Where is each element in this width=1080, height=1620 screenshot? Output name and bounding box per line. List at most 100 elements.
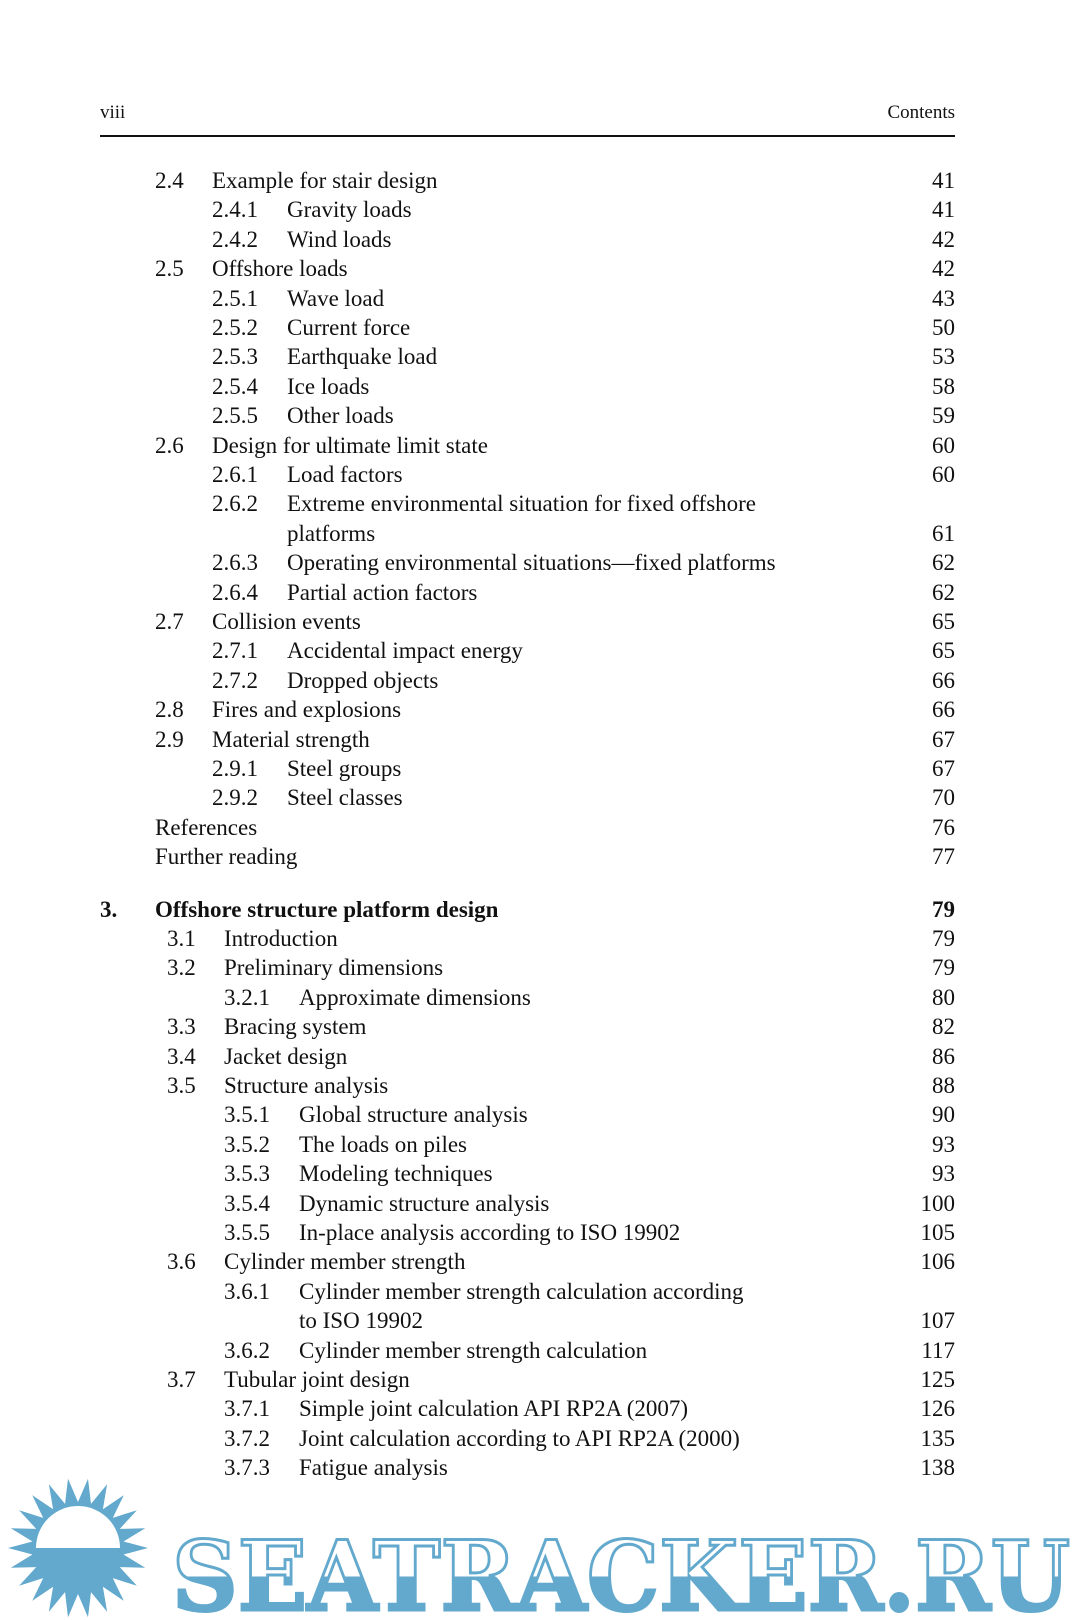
toc-entry-page: 135 (920, 1425, 956, 1451)
toc-entry-page: 42 (932, 226, 955, 252)
toc-entry-page: 93 (932, 1161, 955, 1187)
toc-entry-number: 2.6.2 (212, 491, 258, 517)
toc-entry-number: 2.6.3 (212, 550, 258, 576)
toc-entry-page: 58 (932, 373, 955, 399)
toc-entry-page: 66 (932, 697, 955, 723)
toc-entry-title: Gravity loads (287, 197, 412, 223)
toc-entry-page: 107 (920, 1308, 956, 1334)
toc-entry-page: 79 (932, 955, 955, 981)
toc-entry-page: 60 (932, 432, 955, 458)
toc-entry-title: Fires and explosions (212, 697, 402, 723)
toc-entry-page: 86 (932, 1043, 955, 1069)
toc-entry-page: 76 (932, 814, 955, 840)
toc-entry-number: 2.5.1 (212, 285, 258, 311)
toc-entry-page: 41 (932, 197, 955, 223)
toc-entry-number: 3.3 (167, 1014, 196, 1040)
toc-entry-page: 79 (932, 926, 955, 951)
toc-entry-title: References (155, 814, 258, 840)
toc-entry-title: Ice loads (287, 373, 370, 399)
toc-entry-title: Cylinder member strength (224, 1249, 466, 1275)
sun-icon (8, 1478, 148, 1618)
toc-entry-number: 3.6 (167, 1249, 196, 1275)
toc-entry-title: In-place analysis according to ISO 19902 (299, 1220, 681, 1245)
toc-entry-page: 53 (932, 344, 955, 370)
toc-entry-number: 3.6.2 (224, 1337, 270, 1363)
toc-entry-title: Collision events (212, 609, 361, 634)
toc-entry-title: Joint calculation according to API RP2A … (299, 1425, 740, 1451)
toc-entry-page: 66 (932, 667, 955, 693)
toc-entry-title: Material strength (212, 726, 370, 752)
toc-entry-title: Accidental impact energy (287, 638, 523, 664)
toc-entry-title: Wind loads (287, 226, 392, 252)
toc-entry-page: 105 (920, 1220, 956, 1245)
toc-entry-page: 65 (932, 638, 955, 664)
toc-entry-number: 2.4.2 (212, 226, 258, 252)
toc-entry-title: Jacket design (224, 1043, 348, 1069)
toc-entry-title: Introduction (224, 926, 338, 951)
watermark-text: SEATRACKER.RU (172, 1520, 1070, 1620)
toc-entry-page: 50 (932, 315, 955, 340)
toc-entry-number: 2.6.4 (212, 579, 258, 605)
toc-entry-page: 100 (920, 1190, 956, 1216)
toc-entry-number: 3.1 (167, 926, 196, 951)
toc-entry-page: 93 (932, 1131, 955, 1157)
toc-entry-page: 79 (932, 896, 955, 922)
toc-entry-title-continued: to ISO 19902 (299, 1308, 423, 1334)
toc-entry-title-continued: platforms (287, 520, 376, 546)
toc-entry-title: Extreme environmental situation for fixe… (287, 491, 757, 517)
toc-entry-number: 3.5.2 (224, 1131, 270, 1157)
toc-entry-title: Steel groups (287, 756, 402, 781)
toc-entry-number: 2.9.1 (212, 756, 258, 781)
toc-entry-page: 67 (932, 726, 955, 752)
toc-entry-page: 88 (932, 1073, 955, 1098)
toc-entry-number: 3.5.1 (224, 1102, 270, 1128)
toc-entry-title: The loads on piles (299, 1131, 467, 1157)
toc-entry-title: Cylinder member strength calculation acc… (299, 1278, 744, 1304)
toc-entry-number: 2.5.2 (212, 315, 258, 340)
toc-entry-number: 3. (100, 896, 118, 922)
toc-entry-number: 2.8 (155, 697, 184, 723)
toc-entry-title: Partial action factors (287, 579, 478, 605)
toc-entry-number: 2.7 (155, 609, 184, 634)
toc-entry-number: 3.5.5 (224, 1220, 270, 1245)
toc-entry-title: Example for stair design (212, 168, 438, 193)
toc-entry-number: 2.6 (155, 432, 184, 458)
toc-entry-title: Design for ultimate limit state (212, 432, 488, 458)
toc-entry-number: 2.4.1 (212, 197, 258, 223)
toc-entry-number: 2.5 (155, 256, 184, 282)
toc-entry-page: 67 (932, 756, 955, 781)
toc-entry-page: 62 (932, 579, 955, 605)
toc-entry-title: Approximate dimensions (299, 984, 531, 1010)
toc-entry-page: 43 (932, 285, 955, 311)
toc-entry-title: Modeling techniques (299, 1161, 493, 1187)
toc-entry-title: Dropped objects (287, 667, 439, 693)
toc-entry-number: 2.4 (155, 168, 184, 193)
toc-entry-title: Bracing system (224, 1014, 367, 1040)
toc-entry-number: 3.4 (167, 1043, 196, 1069)
toc-entry-title: Fatigue analysis (299, 1455, 448, 1481)
toc-entry-page: 65 (932, 609, 955, 634)
toc-entry-number: 3.7.2 (224, 1425, 270, 1451)
toc-entry-title: Wave load (287, 285, 385, 311)
toc-entry-title: Load factors (287, 462, 403, 487)
toc-entry-page: 125 (920, 1367, 956, 1392)
toc-entry-page: 62 (932, 550, 955, 576)
toc-entry-title: Structure analysis (224, 1073, 389, 1098)
toc-entry-page: 82 (932, 1014, 955, 1040)
toc-entry-title: Cylinder member strength calculation (299, 1337, 648, 1363)
toc-entry-number: 2.7.2 (212, 667, 258, 693)
toc-entry-number: 2.5.5 (212, 403, 258, 429)
toc-entry-number: 2.7.1 (212, 638, 258, 664)
toc-entry-number: 2.5.3 (212, 344, 258, 370)
toc-entry-title: Other loads (287, 403, 394, 429)
toc-entry-title: Offshore structure platform design (155, 896, 499, 922)
toc-entry-title: Preliminary dimensions (224, 955, 444, 981)
toc-entry-number: 2.9 (155, 726, 184, 752)
toc-entry-page: 41 (932, 168, 955, 193)
toc-entry-number: 3.2 (167, 955, 196, 981)
toc-entry-number: 3.5.3 (224, 1161, 270, 1187)
toc-entry-number: 2.6.1 (212, 462, 258, 487)
toc-entry-number: 3.6.1 (224, 1278, 270, 1304)
toc-entry-page: 42 (932, 256, 955, 282)
toc-entry-page: 77 (932, 844, 955, 870)
